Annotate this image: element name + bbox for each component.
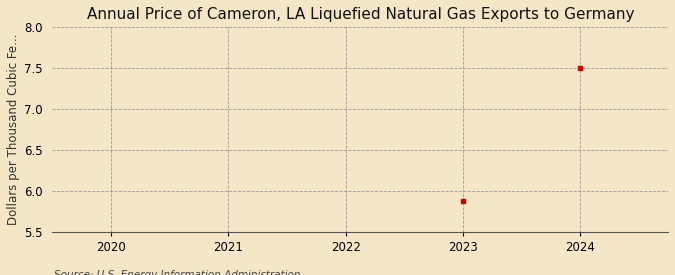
Title: Annual Price of Cameron, LA Liquefied Natural Gas Exports to Germany: Annual Price of Cameron, LA Liquefied Na… — [86, 7, 634, 22]
Y-axis label: Dollars per Thousand Cubic Fe...: Dollars per Thousand Cubic Fe... — [7, 34, 20, 225]
Text: Source: U.S. Energy Information Administration: Source: U.S. Energy Information Administ… — [54, 271, 300, 275]
